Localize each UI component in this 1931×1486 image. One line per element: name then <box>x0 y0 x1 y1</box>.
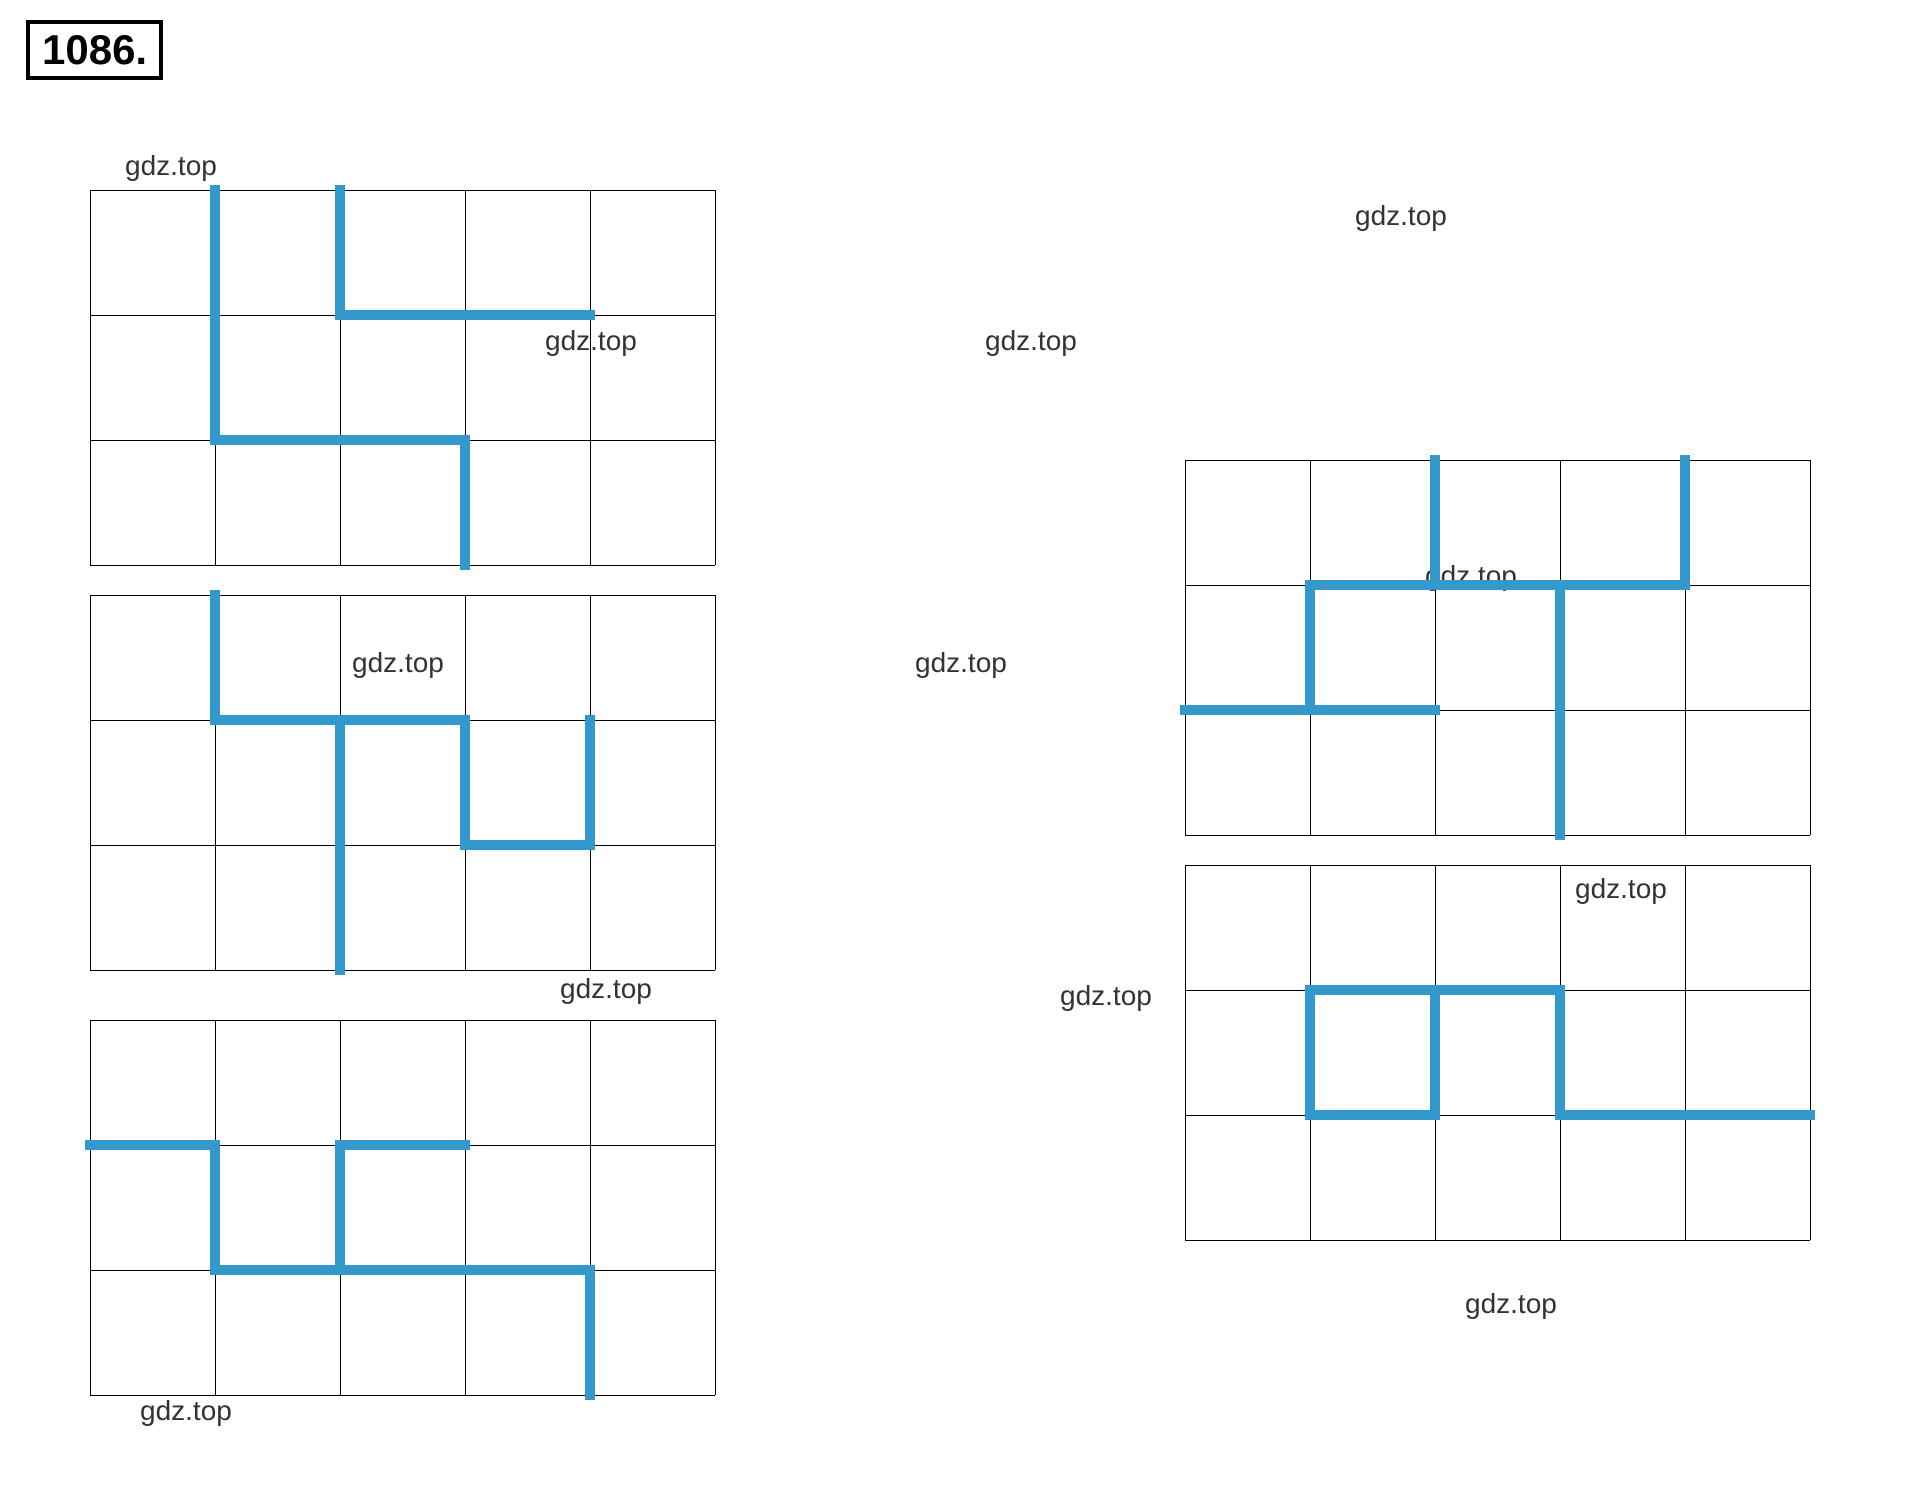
grid-vline <box>90 1020 91 1395</box>
grid-hline <box>90 190 715 191</box>
watermark: gdz.top <box>915 647 1007 679</box>
blue-segment-v <box>1305 985 1315 1120</box>
grid-vline <box>90 190 91 565</box>
blue-segment-v <box>585 715 595 850</box>
page-container: 1086. gdz.top gdz.top gdz.top gdz.top gdz.to… <box>20 20 1911 1466</box>
grid-cells <box>1185 460 1810 835</box>
grid-hline <box>1185 1240 1810 1241</box>
blue-segment-v <box>585 1265 595 1400</box>
blue-segment-v <box>335 715 345 975</box>
blue-segment-v <box>210 1140 220 1275</box>
blue-segment-h <box>85 1140 220 1150</box>
grid-hline <box>90 565 715 566</box>
blue-segment-h <box>460 840 595 850</box>
grid5 <box>1185 865 1810 1240</box>
watermark: gdz.top <box>1465 1288 1557 1320</box>
blue-segment-h <box>1305 580 1690 590</box>
grid-hline <box>90 1395 715 1396</box>
blue-segment-v <box>335 185 345 320</box>
grid-cells <box>90 595 715 970</box>
blue-segment-v <box>460 435 470 570</box>
blue-segment-h <box>335 310 595 320</box>
grid-hline <box>90 1020 715 1021</box>
grid-hline <box>90 595 715 596</box>
grid-cells <box>1185 865 1810 1240</box>
blue-segment-v <box>1680 455 1690 590</box>
grid-cells <box>90 1020 715 1395</box>
grid-vline <box>1185 460 1186 835</box>
blue-segment-v <box>1555 985 1565 1120</box>
grid-hline <box>90 845 715 846</box>
blue-segment-v <box>1430 455 1440 590</box>
grid-hline <box>1185 460 1810 461</box>
blue-segment-v <box>335 1140 345 1275</box>
grid-cells <box>90 190 715 565</box>
watermark: gdz.top <box>985 325 1077 357</box>
grid-vline <box>1685 865 1686 1240</box>
grid-vline <box>465 1020 466 1395</box>
problem-number: 1086. <box>26 20 163 80</box>
blue-segment-h <box>335 1140 470 1150</box>
grid-vline <box>1810 865 1811 1240</box>
grid-hline <box>90 970 715 971</box>
grid-vline <box>1810 460 1811 835</box>
grid1 <box>90 190 715 565</box>
grid-vline <box>590 190 591 565</box>
grid-vline <box>715 190 716 565</box>
blue-segment-h <box>1305 1110 1440 1120</box>
grid-hline <box>1185 835 1810 836</box>
blue-segment-v <box>460 715 470 850</box>
grid3 <box>90 1020 715 1395</box>
grid-vline <box>715 1020 716 1395</box>
blue-segment-v <box>1305 580 1315 715</box>
grid-vline <box>715 595 716 970</box>
grid-vline <box>90 595 91 970</box>
blue-segment-v <box>1555 580 1565 840</box>
blue-segment-v <box>210 185 220 445</box>
blue-segment-v <box>1430 985 1440 1120</box>
watermark: gdz.top <box>140 1395 232 1427</box>
grid-hline <box>1185 865 1810 866</box>
watermark: gdz.top <box>1060 980 1152 1012</box>
watermark: gdz.top <box>125 150 217 182</box>
grid-vline <box>1185 865 1186 1240</box>
blue-segment-h <box>210 1265 595 1275</box>
watermark: gdz.top <box>1355 200 1447 232</box>
grid4 <box>1185 460 1810 835</box>
blue-segment-h <box>1555 1110 1815 1120</box>
grid2 <box>90 595 715 970</box>
blue-segment-v <box>210 590 220 725</box>
watermark: gdz.top <box>560 973 652 1005</box>
blue-segment-h <box>210 435 470 445</box>
